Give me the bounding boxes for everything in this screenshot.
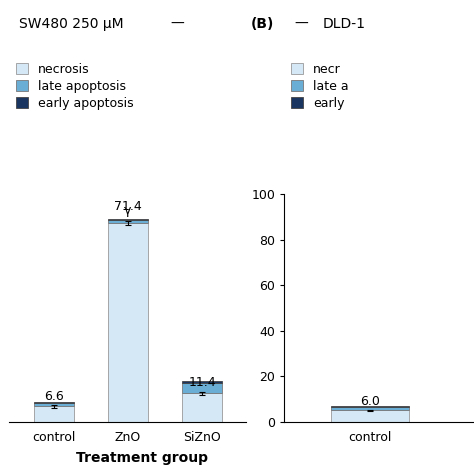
Text: 71.4: 71.4: [114, 200, 142, 213]
Legend: necr, late a, early: necr, late a, early: [291, 63, 349, 109]
Bar: [108, 219, 148, 220]
Bar: [182, 383, 222, 393]
Bar: [330, 406, 409, 407]
Text: —: —: [294, 17, 308, 31]
Text: Treatment group: Treatment group: [76, 450, 208, 465]
Text: γ: γ: [124, 204, 132, 217]
Bar: [330, 407, 409, 410]
Legend: necrosis, late apoptosis, early apoptosis: necrosis, late apoptosis, early apoptosi…: [16, 63, 134, 109]
Bar: [108, 220, 148, 223]
Text: —: —: [171, 17, 184, 31]
Text: 6.6: 6.6: [44, 390, 64, 402]
Bar: [182, 381, 222, 383]
Text: SW480 250 μM: SW480 250 μM: [19, 17, 124, 31]
Text: 11.4: 11.4: [188, 376, 216, 390]
Bar: [108, 223, 148, 422]
Text: 6.0: 6.0: [360, 395, 380, 408]
Text: (B): (B): [251, 17, 274, 31]
Bar: [34, 402, 74, 403]
Text: DLD-1: DLD-1: [322, 17, 365, 31]
Bar: [182, 393, 222, 422]
Bar: [34, 406, 74, 422]
Bar: [330, 410, 409, 422]
Bar: [34, 403, 74, 406]
